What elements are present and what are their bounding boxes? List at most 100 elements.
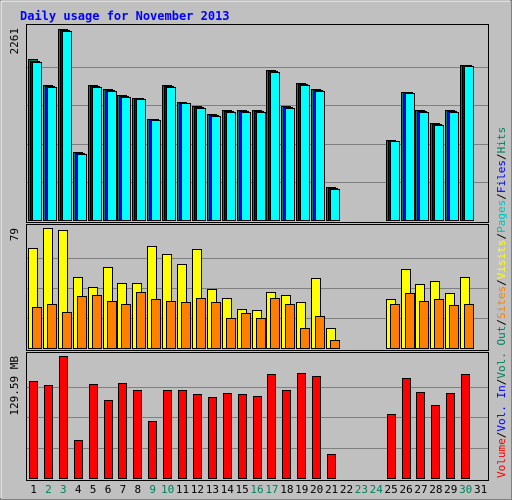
bar-hits-pages-day-9 xyxy=(151,120,161,221)
bar-hits-pages-day-19 xyxy=(300,85,310,221)
bar-hits-pages-day-3 xyxy=(62,31,72,221)
bar-volume-volume-day-8 xyxy=(133,390,142,479)
y-max-label-hits: 2261 xyxy=(8,28,21,55)
bar-volume-volume-day-10 xyxy=(163,390,172,479)
x-tick-label-day-2: 2 xyxy=(45,483,52,496)
bar-volume-volume-day-15 xyxy=(238,394,247,479)
bar-visits-sites-day-13 xyxy=(211,302,221,349)
x-tick-label-day-5: 5 xyxy=(90,483,97,496)
legend-separator: / xyxy=(495,379,508,386)
bar-visits-sites-day-1 xyxy=(32,307,42,349)
x-tick-label-day-20: 20 xyxy=(310,483,323,496)
bar-hits-pages-day-14 xyxy=(226,112,236,221)
bar-hits-pages-day-18 xyxy=(285,108,295,221)
x-tick-label-day-15: 15 xyxy=(236,483,249,496)
legend-separator: / xyxy=(495,279,508,286)
bar-hits-pages-day-27 xyxy=(419,112,429,221)
bar-volume-volume-day-20 xyxy=(312,376,321,479)
panel-hits: 2261 xyxy=(8,24,489,223)
bar-volume-volume-day-2 xyxy=(44,385,53,479)
bar-visits-sites-day-15 xyxy=(241,313,251,349)
bar-visits-sites-day-12 xyxy=(196,298,206,349)
legend-text: Volume/Vol. In/Vol. Out/Sites/Visits/Pag… xyxy=(495,127,508,478)
bar-hits-pages-day-26 xyxy=(405,93,415,221)
bar-volume-volume-day-19 xyxy=(297,373,306,479)
x-tick-label-day-1: 1 xyxy=(30,483,37,496)
panel-volume: 129.59 MB xyxy=(8,352,489,481)
x-tick-label-day-31: 31 xyxy=(474,483,487,496)
bar-visits-sites-day-18 xyxy=(285,304,295,349)
x-tick-label-day-16: 16 xyxy=(250,483,263,496)
bar-volume-volume-day-3 xyxy=(59,356,68,479)
x-tick-label-day-9: 9 xyxy=(149,483,156,496)
bar-volume-volume-day-6 xyxy=(104,400,113,479)
bar-volume-volume-day-27 xyxy=(416,392,425,479)
bar-volume-volume-day-12 xyxy=(193,394,202,479)
bar-hits-pages-day-16 xyxy=(256,112,266,221)
x-tick-label-day-17: 17 xyxy=(265,483,278,496)
x-tick-label-day-6: 6 xyxy=(105,483,112,496)
legend-separator: / xyxy=(495,319,508,326)
bar-visits-sites-day-25 xyxy=(390,304,400,349)
x-tick-label-day-28: 28 xyxy=(429,483,442,496)
legend-separator: / xyxy=(495,153,508,160)
bar-visits-sites-day-27 xyxy=(419,301,429,349)
bar-hits-pages-day-5 xyxy=(92,87,102,221)
bar-hits-pages-day-20 xyxy=(315,91,325,221)
x-tick-label-day-25: 25 xyxy=(385,483,398,496)
bar-volume-volume-day-9 xyxy=(148,421,157,479)
bar-visits-sites-day-16 xyxy=(256,318,266,349)
bar-volume-volume-day-30 xyxy=(461,374,470,479)
x-tick-label-day-22: 22 xyxy=(340,483,353,496)
bar-visits-sites-day-11 xyxy=(181,302,191,349)
bar-visits-sites-day-14 xyxy=(226,318,236,349)
legend: Volume/Vol. In/Vol. Out/Sites/Visits/Pag… xyxy=(495,127,508,478)
chart-panels: 2261 79 129.59 MB xyxy=(8,24,489,481)
legend-entry-volume: Volume xyxy=(495,438,508,478)
chart-title: Daily usage for November 2013 xyxy=(20,9,230,23)
x-tick-label-day-11: 11 xyxy=(176,483,189,496)
bar-volume-volume-day-26 xyxy=(402,378,411,479)
bar-visits-sites-day-9 xyxy=(151,299,161,349)
bar-hits-pages-day-17 xyxy=(270,72,280,221)
bar-visits-sites-day-30 xyxy=(464,304,474,349)
bar-visits-sites-day-17 xyxy=(270,298,280,349)
x-tick-label-day-21: 21 xyxy=(325,483,338,496)
y-max-label-visits: 79 xyxy=(8,228,21,241)
series-volume xyxy=(29,356,470,479)
x-axis-labels: 1 2 3 4 5 6 7 8 9 10 11 12 13 14 15 16 17 18 19 20 21 22 23 24 2… xyxy=(30,483,487,496)
bar-visits-sites-day-26 xyxy=(405,293,415,349)
bar-volume-volume-day-18 xyxy=(282,390,291,479)
bar-visits-sites-day-19 xyxy=(300,328,310,349)
x-tick-label-day-30: 30 xyxy=(459,483,472,496)
bar-visits-sites-day-5 xyxy=(92,295,102,349)
bar-visits-sites-day-7 xyxy=(121,304,131,349)
panel-visits: 79 xyxy=(8,224,489,351)
bar-hits-pages-day-13 xyxy=(211,116,221,221)
x-tick-label-day-10: 10 xyxy=(161,483,174,496)
bar-volume-volume-day-14 xyxy=(223,393,232,479)
legend-separator: / xyxy=(495,233,508,240)
legend-entry-vol-in: Vol. In xyxy=(495,385,508,431)
bar-volume-volume-day-16 xyxy=(253,396,262,479)
bar-hits-pages-day-12 xyxy=(196,108,206,221)
x-tick-label-day-18: 18 xyxy=(280,483,293,496)
x-tick-label-day-14: 14 xyxy=(221,483,235,496)
bar-hits-pages-day-6 xyxy=(107,91,117,221)
x-tick-label-day-26: 26 xyxy=(399,483,412,496)
bar-hits-pages-day-21 xyxy=(330,189,340,221)
bar-visits-sites-day-20 xyxy=(315,316,325,349)
bar-hits-pages-day-2 xyxy=(47,87,57,221)
legend-entry-sites: Sites xyxy=(495,286,508,319)
bar-hits-pages-day-10 xyxy=(166,87,176,221)
bar-hits-pages-day-8 xyxy=(136,99,146,221)
bar-visits-sites-day-6 xyxy=(107,301,117,349)
legend-entry-vol-out: Vol. Out xyxy=(495,326,508,379)
bar-volume-volume-day-11 xyxy=(178,390,187,479)
series-sites xyxy=(32,292,474,349)
bar-visits-sites-day-29 xyxy=(449,305,459,349)
bar-hits-pages-day-25 xyxy=(390,141,400,221)
bar-volume-volume-day-28 xyxy=(431,405,440,479)
bar-visits-sites-day-10 xyxy=(166,301,176,349)
